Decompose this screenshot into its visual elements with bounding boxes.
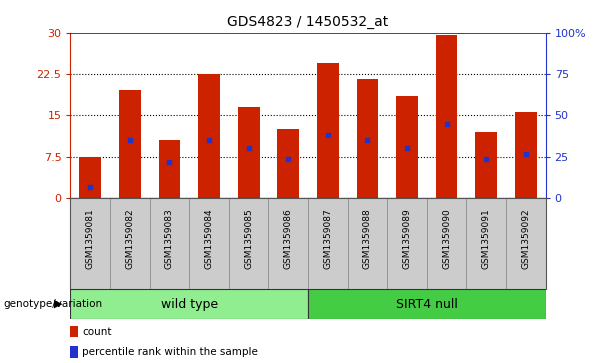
Bar <box>308 289 546 319</box>
Bar <box>70 289 308 319</box>
Bar <box>150 198 189 289</box>
Text: GSM1359086: GSM1359086 <box>284 209 293 269</box>
Text: GSM1359087: GSM1359087 <box>323 209 332 269</box>
Bar <box>80 156 101 198</box>
Text: wild type: wild type <box>161 298 218 310</box>
Title: GDS4823 / 1450532_at: GDS4823 / 1450532_at <box>227 15 389 29</box>
Text: GSM1359089: GSM1359089 <box>403 209 411 269</box>
Text: genotype/variation: genotype/variation <box>3 299 102 309</box>
Bar <box>396 96 418 198</box>
Bar <box>475 132 497 198</box>
Bar <box>268 198 308 289</box>
Bar <box>119 90 141 198</box>
Bar <box>436 36 457 198</box>
Text: SIRT4 null: SIRT4 null <box>396 298 458 310</box>
Bar <box>238 107 259 198</box>
Bar <box>308 198 348 289</box>
Bar <box>515 113 536 198</box>
Bar <box>70 326 78 337</box>
Bar <box>277 129 299 198</box>
Bar <box>317 63 339 198</box>
Text: GSM1359092: GSM1359092 <box>521 209 530 269</box>
Text: percentile rank within the sample: percentile rank within the sample <box>82 347 258 357</box>
Text: GSM1359083: GSM1359083 <box>165 209 174 269</box>
Bar <box>466 198 506 289</box>
Bar <box>198 74 220 198</box>
Bar <box>189 198 229 289</box>
Text: ▶: ▶ <box>54 299 63 309</box>
Bar <box>159 140 180 198</box>
Bar <box>110 198 150 289</box>
Bar <box>427 198 466 289</box>
Bar <box>70 198 110 289</box>
Text: GSM1359090: GSM1359090 <box>442 209 451 269</box>
Bar <box>506 198 546 289</box>
Bar <box>387 198 427 289</box>
Bar <box>348 198 387 289</box>
Text: GSM1359084: GSM1359084 <box>205 209 213 269</box>
Bar <box>229 198 268 289</box>
Text: GSM1359082: GSM1359082 <box>126 209 134 269</box>
Text: GSM1359081: GSM1359081 <box>86 209 95 269</box>
Text: GSM1359091: GSM1359091 <box>482 209 490 269</box>
Text: GSM1359088: GSM1359088 <box>363 209 372 269</box>
Text: count: count <box>82 327 112 337</box>
Bar <box>357 79 378 198</box>
Text: GSM1359085: GSM1359085 <box>244 209 253 269</box>
Bar <box>70 346 78 358</box>
